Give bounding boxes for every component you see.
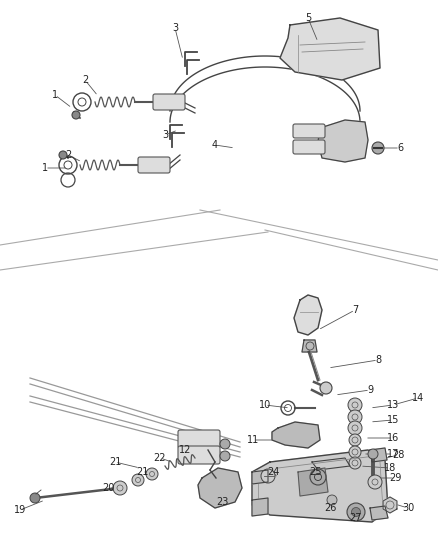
Polygon shape — [272, 422, 320, 448]
Text: 24: 24 — [267, 467, 279, 477]
Text: 6: 6 — [397, 143, 403, 153]
Text: 21: 21 — [136, 467, 148, 477]
Circle shape — [113, 481, 127, 495]
Circle shape — [72, 111, 80, 119]
Text: 30: 30 — [402, 503, 414, 513]
Text: 15: 15 — [387, 415, 399, 425]
Polygon shape — [298, 468, 328, 496]
FancyBboxPatch shape — [293, 124, 325, 138]
Circle shape — [348, 398, 362, 412]
Text: 18: 18 — [384, 463, 396, 473]
Text: 23: 23 — [216, 497, 228, 507]
Circle shape — [220, 451, 230, 461]
Circle shape — [348, 410, 362, 424]
Circle shape — [372, 142, 384, 154]
Text: 28: 28 — [392, 450, 404, 460]
Text: 29: 29 — [389, 473, 401, 483]
Polygon shape — [294, 295, 322, 335]
Text: 17: 17 — [387, 449, 399, 459]
FancyBboxPatch shape — [178, 430, 220, 448]
Text: 8: 8 — [375, 355, 381, 365]
Circle shape — [368, 449, 378, 459]
Text: 12: 12 — [179, 445, 191, 455]
Text: 1: 1 — [42, 163, 48, 173]
Text: 20: 20 — [102, 483, 114, 493]
Circle shape — [220, 439, 230, 449]
Text: 2: 2 — [65, 150, 71, 160]
Polygon shape — [302, 340, 317, 352]
Polygon shape — [370, 506, 388, 520]
Polygon shape — [252, 470, 268, 484]
Circle shape — [59, 151, 67, 159]
Polygon shape — [280, 18, 380, 80]
Polygon shape — [312, 458, 350, 470]
Text: 26: 26 — [324, 503, 336, 513]
Text: 4: 4 — [212, 140, 218, 150]
Text: 10: 10 — [259, 400, 271, 410]
Text: 21: 21 — [109, 457, 121, 467]
Circle shape — [146, 468, 158, 480]
Polygon shape — [252, 450, 388, 522]
Circle shape — [349, 446, 361, 458]
Text: 14: 14 — [412, 393, 424, 403]
Polygon shape — [383, 497, 397, 513]
Circle shape — [368, 475, 382, 489]
Circle shape — [349, 457, 361, 469]
FancyBboxPatch shape — [178, 446, 220, 464]
Text: 5: 5 — [305, 13, 311, 23]
Text: 13: 13 — [387, 400, 399, 410]
FancyBboxPatch shape — [293, 140, 325, 154]
Polygon shape — [252, 498, 268, 516]
Text: 19: 19 — [14, 505, 26, 515]
Polygon shape — [318, 120, 368, 162]
Circle shape — [327, 495, 337, 505]
Polygon shape — [198, 468, 242, 508]
Circle shape — [349, 434, 361, 446]
FancyBboxPatch shape — [153, 94, 185, 110]
Polygon shape — [370, 448, 387, 462]
Text: 25: 25 — [309, 467, 321, 477]
FancyBboxPatch shape — [138, 157, 170, 173]
Circle shape — [352, 507, 360, 516]
Text: 27: 27 — [349, 513, 361, 523]
Text: 2: 2 — [82, 75, 88, 85]
Text: 3: 3 — [162, 130, 168, 140]
Text: 16: 16 — [387, 433, 399, 443]
Circle shape — [310, 469, 326, 485]
Circle shape — [348, 421, 362, 435]
Text: 11: 11 — [247, 435, 259, 445]
Circle shape — [320, 382, 332, 394]
Text: 1: 1 — [52, 90, 58, 100]
Text: 9: 9 — [367, 385, 373, 395]
Circle shape — [30, 493, 40, 503]
Text: 3: 3 — [172, 23, 178, 33]
Text: 22: 22 — [154, 453, 166, 463]
Text: 7: 7 — [352, 305, 358, 315]
Circle shape — [261, 469, 275, 483]
Circle shape — [347, 503, 365, 521]
Circle shape — [132, 474, 144, 486]
